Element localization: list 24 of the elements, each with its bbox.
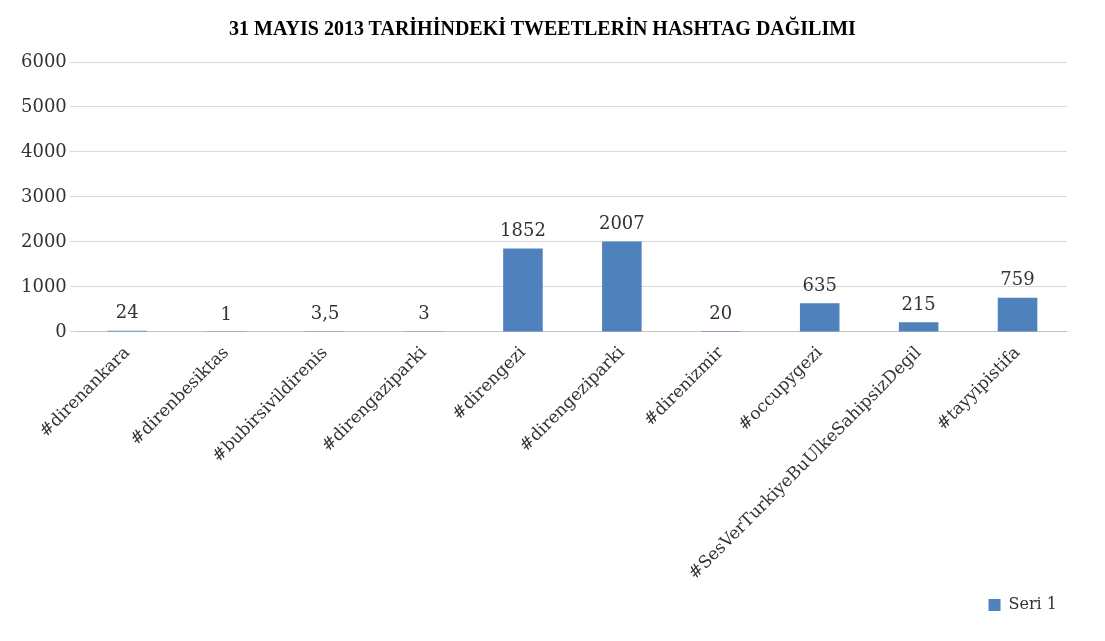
- y-tick-label: 0: [55, 319, 67, 341]
- data-label: 215: [901, 292, 936, 314]
- legend-label: Seri 1: [1008, 594, 1058, 614]
- y-tick-label: 3000: [21, 184, 67, 206]
- data-label: 635: [802, 274, 837, 295]
- bar: [799, 303, 840, 332]
- chart-title: 31 MAYIS 2013 TARİHİNDEKİ TWEETLERİN HASHTAG DAĞILIMI: [229, 16, 857, 40]
- data-label: 759: [1000, 268, 1035, 290]
- data-label: 3,5: [310, 302, 340, 324]
- data-label: 3: [418, 302, 430, 324]
- bar: [898, 322, 939, 332]
- y-tick-label: 6000: [21, 49, 67, 71]
- bar: [602, 241, 642, 332]
- data-label: 20: [709, 301, 733, 323]
- y-tick-label: 4000: [21, 139, 67, 161]
- bar: [997, 297, 1038, 332]
- data-label: 24: [115, 301, 139, 323]
- y-tick-label: 1000: [21, 274, 67, 296]
- bar: [503, 248, 543, 332]
- y-tick-label: 5000: [21, 94, 67, 116]
- y-tick-label: 2000: [21, 229, 67, 251]
- data-label: 1852: [500, 219, 546, 241]
- data-label: 1: [220, 302, 232, 324]
- data-label: 2007: [598, 212, 645, 234]
